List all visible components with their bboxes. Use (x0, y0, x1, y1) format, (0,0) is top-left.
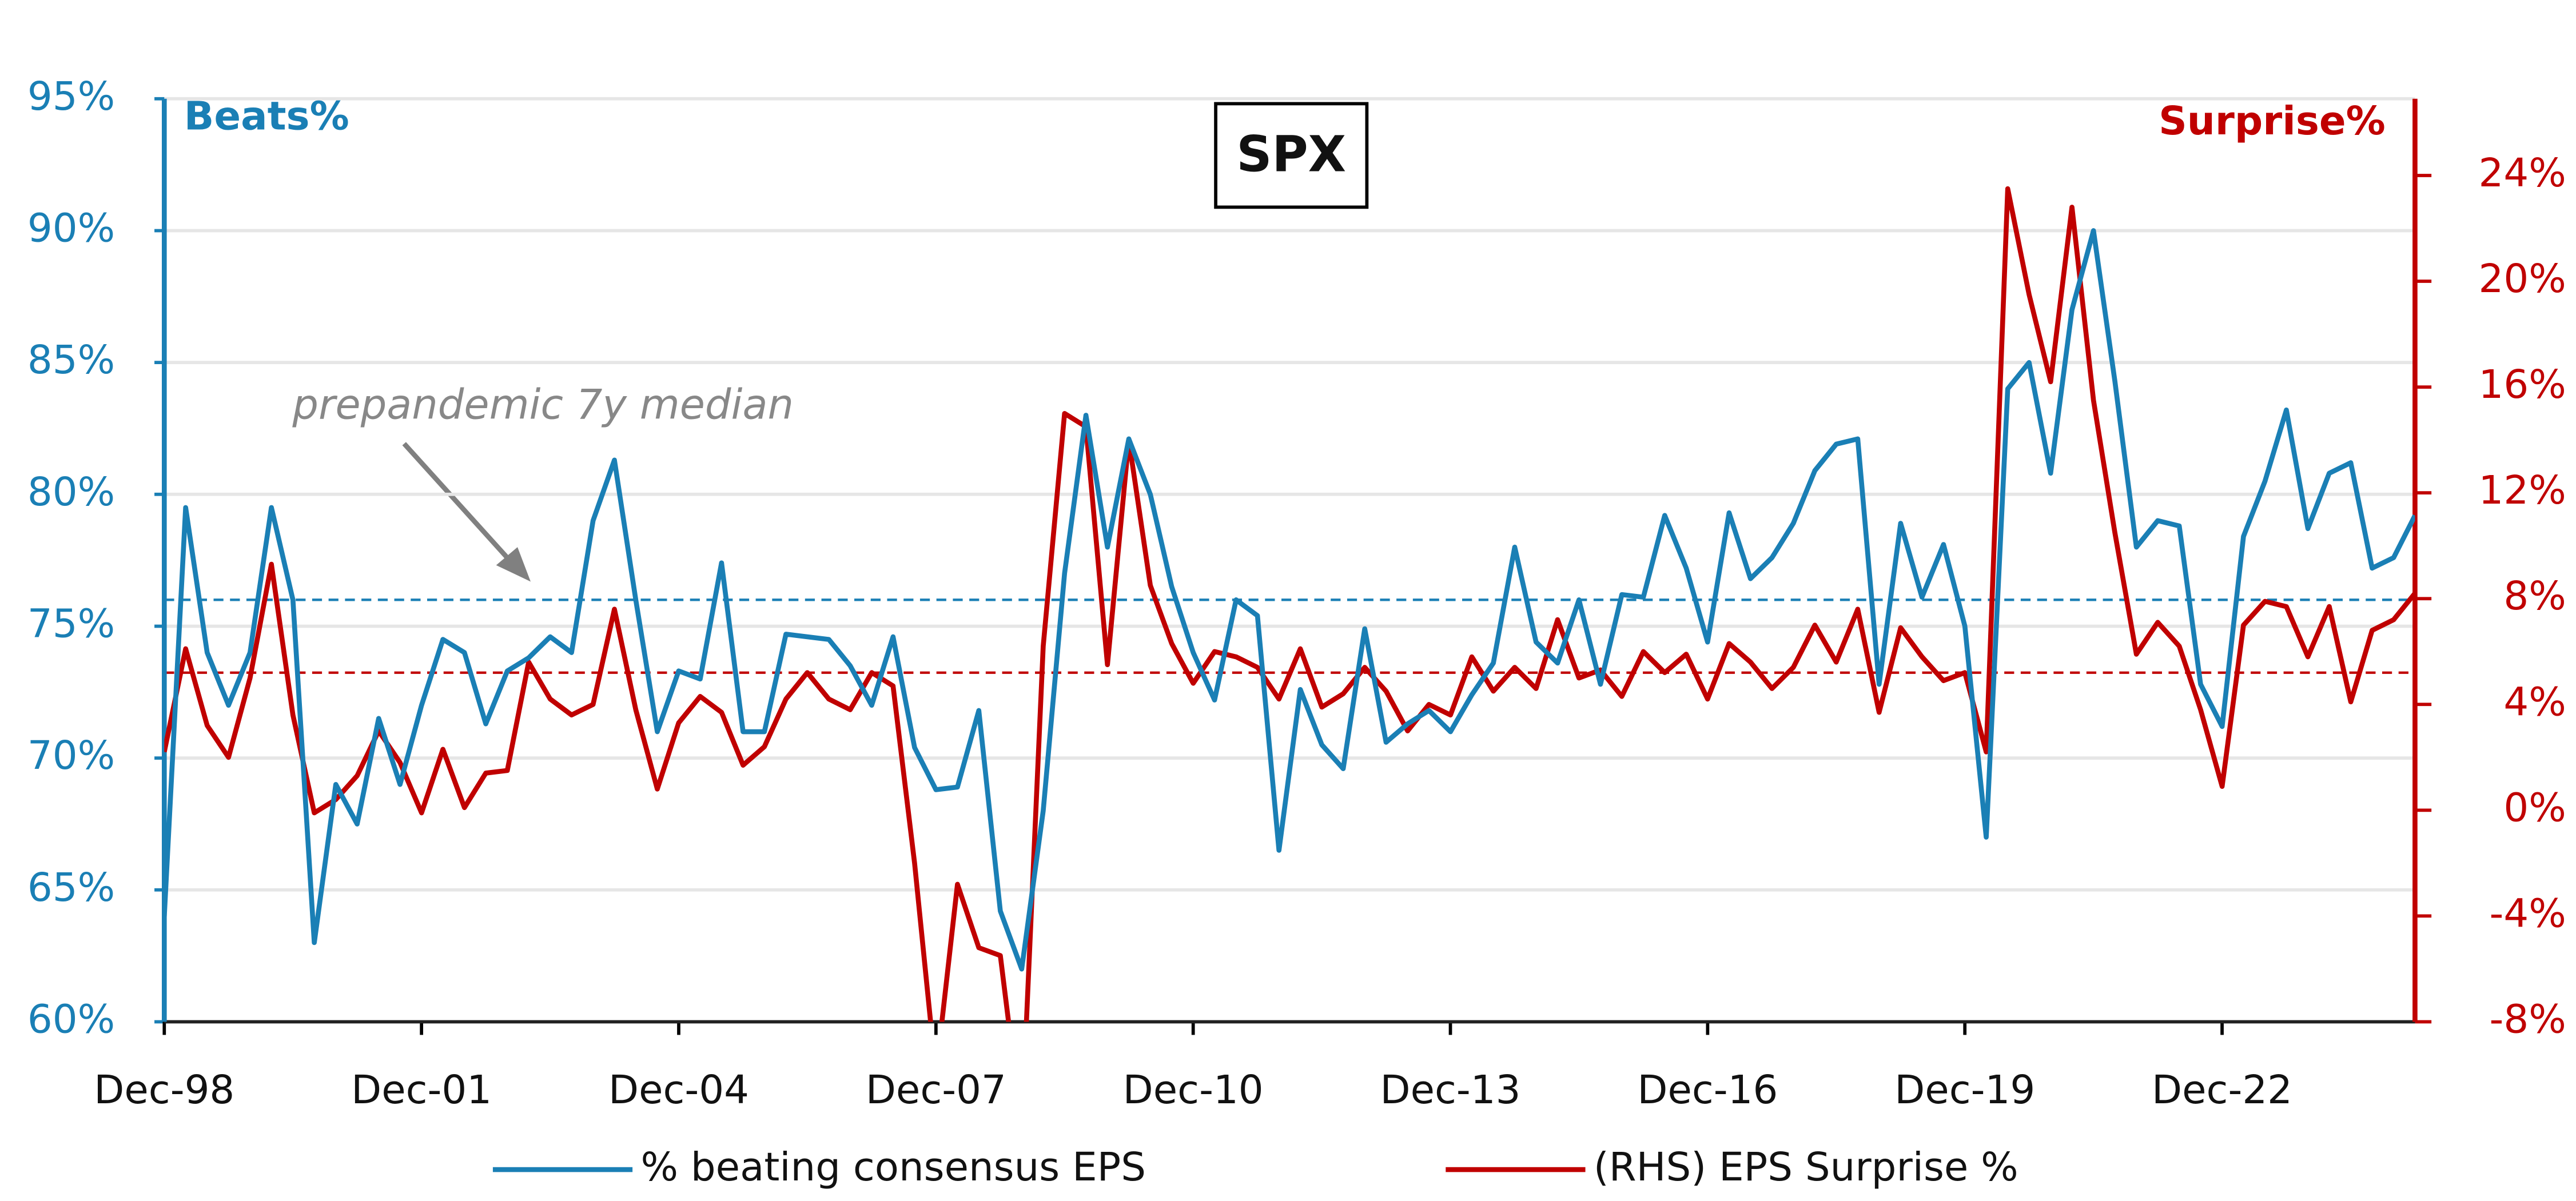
y-tick-label: 95% (27, 74, 115, 119)
y-tick-label: 75% (27, 601, 115, 647)
y2-tick-label: 24% (2479, 150, 2566, 196)
series-line (164, 228, 2415, 972)
y2-tick-label: 20% (2479, 256, 2566, 302)
y2-tick-label: 4% (2503, 679, 2566, 725)
y2-tick-label: -4% (2490, 891, 2566, 936)
annotation-arrowhead (496, 547, 531, 582)
y2-tick-label: -8% (2490, 996, 2566, 1042)
y-axis-title: Beats% (184, 93, 349, 139)
y-tick-label: 85% (27, 337, 115, 383)
y2-tick-label: 12% (2479, 468, 2566, 513)
y-tick-label: 65% (27, 865, 115, 911)
x-tick-label: Dec-98 (94, 1067, 234, 1113)
series-line (164, 186, 2415, 1022)
x-tick-label: Dec-22 (2152, 1067, 2292, 1113)
y-tick-label: 90% (27, 205, 115, 251)
y-tick-label: 80% (27, 469, 115, 515)
x-tick-label: Dec-04 (608, 1067, 749, 1113)
legend-label: % beating consensus EPS (641, 1144, 1146, 1190)
y2-tick-label: 16% (2479, 362, 2566, 408)
y-tick-label: 70% (27, 733, 115, 779)
y-tick-label: 60% (27, 996, 115, 1042)
y2-axis-title: Surprise% (2159, 98, 2386, 144)
x-tick-label: Dec-01 (351, 1067, 492, 1113)
legend-label: (RHS) EPS Surprise % (1594, 1144, 2018, 1190)
x-tick-label: Dec-13 (1380, 1067, 1521, 1113)
x-tick-label: Dec-10 (1123, 1067, 1264, 1113)
y2-tick-label: 8% (2503, 573, 2566, 619)
chart-title: SPX (1236, 126, 1346, 183)
x-tick-label: Dec-19 (1894, 1067, 2035, 1113)
x-tick-label: Dec-16 (1637, 1067, 1778, 1113)
title-box (1214, 102, 1369, 209)
y2-tick-label: 0% (2503, 785, 2566, 831)
annotation: prepandemic 7y median (292, 380, 794, 428)
x-tick-label: Dec-07 (866, 1067, 1006, 1113)
annotation-arrow (402, 442, 515, 565)
